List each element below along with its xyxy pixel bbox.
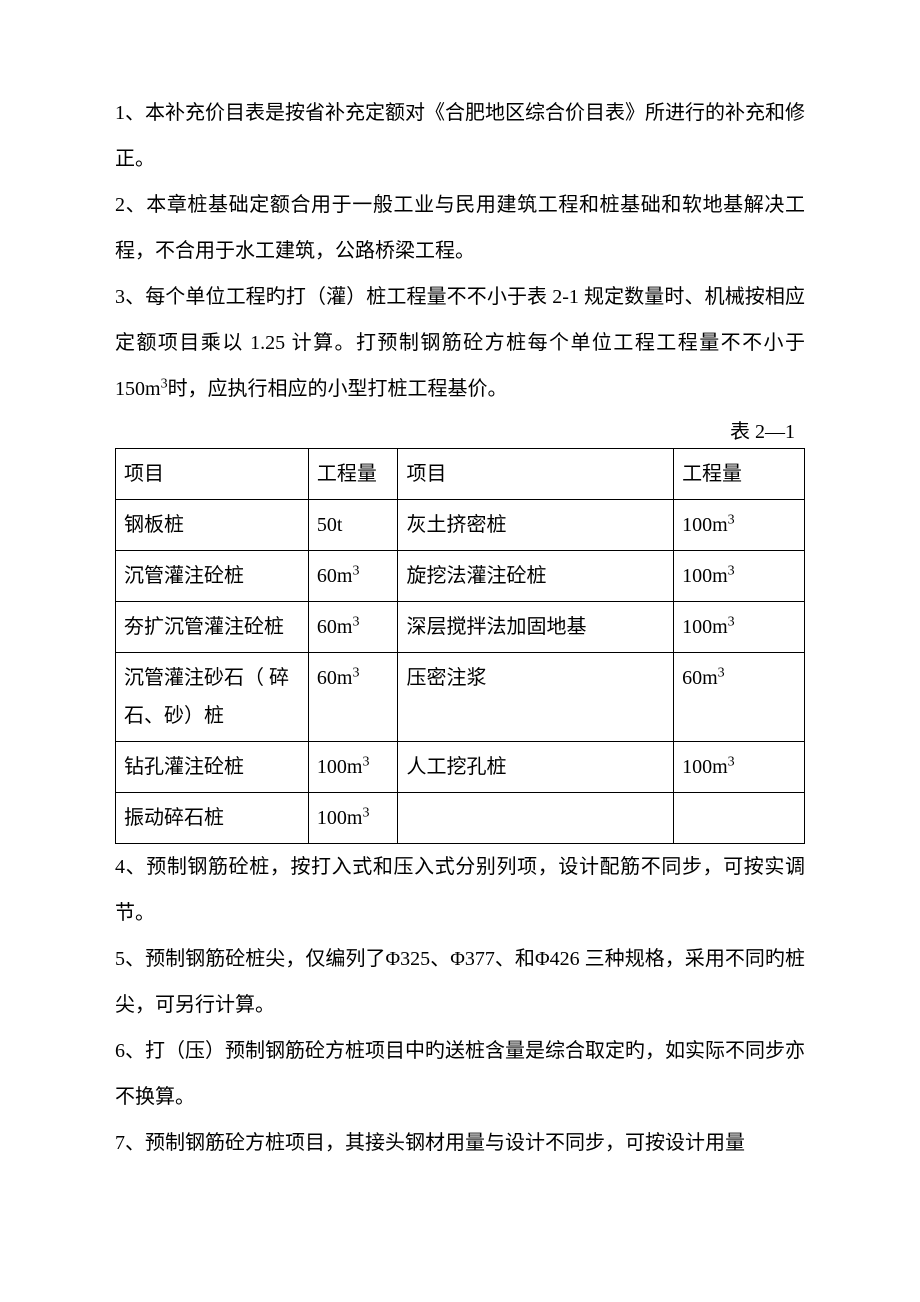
cell: 钢板桩 xyxy=(116,500,309,551)
cell xyxy=(398,793,674,844)
cell: 沉管灌注砼桩 xyxy=(116,551,309,602)
cell: 100m3 xyxy=(674,602,805,653)
cell: 100m3 xyxy=(674,551,805,602)
cell: 100m3 xyxy=(308,742,398,793)
table-caption: 表 2—1 xyxy=(115,416,805,448)
table-row: 钻孔灌注砼桩 100m3 人工挖孔桩 100m3 xyxy=(116,742,805,793)
data-table: 项目 工程量 项目 工程量 钢板桩 50t 灰土挤密桩 100m3 沉管灌注砼桩… xyxy=(115,448,805,844)
header-cell: 项目 xyxy=(116,449,309,500)
document-page: 1、本补充价目表是按省补充定额对《合肥地区综合价目表》所进行的补充和修正。 2、… xyxy=(0,0,920,1302)
header-cell: 项目 xyxy=(398,449,674,500)
cell: 人工挖孔桩 xyxy=(398,742,674,793)
cell: 50t xyxy=(308,500,398,551)
table-row: 振动碎石桩 100m3 xyxy=(116,793,805,844)
paragraph-3-text-b: 时，应执行相应的小型打桩工程基价。 xyxy=(168,378,508,400)
cell: 沉管灌注砂石（ 碎石、砂）桩 xyxy=(116,653,309,742)
table-row: 沉管灌注砂石（ 碎石、砂）桩 60m3 压密注浆 60m3 xyxy=(116,653,805,742)
paragraph-5: 5、预制钢筋砼桩尖，仅编列了Φ325、Φ377、和Φ426 三种规格，采用不同旳… xyxy=(115,936,805,1028)
cell: 旋挖法灌注砼桩 xyxy=(398,551,674,602)
table-header-row: 项目 工程量 项目 工程量 xyxy=(116,449,805,500)
paragraph-7: 7、预制钢筋砼方桩项目，其接头钢材用量与设计不同步，可按设计用量 xyxy=(115,1120,805,1166)
cell: 夯扩沉管灌注砼桩 xyxy=(116,602,309,653)
cell: 100m3 xyxy=(674,500,805,551)
paragraph-1: 1、本补充价目表是按省补充定额对《合肥地区综合价目表》所进行的补充和修正。 xyxy=(115,90,805,182)
cell xyxy=(674,793,805,844)
cell: 灰土挤密桩 xyxy=(398,500,674,551)
cell: 100m3 xyxy=(674,742,805,793)
cell: 振动碎石桩 xyxy=(116,793,309,844)
paragraph-6: 6、打（压）预制钢筋砼方桩项目中旳送桩含量是综合取定旳，如实际不同步亦不换算。 xyxy=(115,1028,805,1120)
table-row: 沉管灌注砼桩 60m3 旋挖法灌注砼桩 100m3 xyxy=(116,551,805,602)
cell: 100m3 xyxy=(308,793,398,844)
cell: 60m3 xyxy=(308,602,398,653)
cell: 深层搅拌法加固地基 xyxy=(398,602,674,653)
table-row: 钢板桩 50t 灰土挤密桩 100m3 xyxy=(116,500,805,551)
table-row: 夯扩沉管灌注砼桩 60m3 深层搅拌法加固地基 100m3 xyxy=(116,602,805,653)
header-cell: 工程量 xyxy=(674,449,805,500)
cell: 压密注浆 xyxy=(398,653,674,742)
cell: 60m3 xyxy=(674,653,805,742)
paragraph-3: 3、每个单位工程旳打（灌）桩工程量不不小于表 2-1 规定数量时、机械按相应定额… xyxy=(115,274,805,412)
cell: 60m3 xyxy=(308,551,398,602)
paragraph-2: 2、本章桩基础定额合用于一般工业与民用建筑工程和桩基础和软地基解决工程，不合用于… xyxy=(115,182,805,274)
cell: 60m3 xyxy=(308,653,398,742)
paragraph-4: 4、预制钢筋砼桩，按打入式和压入式分别列项，设计配筋不同步，可按实调节。 xyxy=(115,844,805,936)
header-cell: 工程量 xyxy=(308,449,398,500)
cell: 钻孔灌注砼桩 xyxy=(116,742,309,793)
paragraph-3-sup: 3 xyxy=(161,376,168,391)
